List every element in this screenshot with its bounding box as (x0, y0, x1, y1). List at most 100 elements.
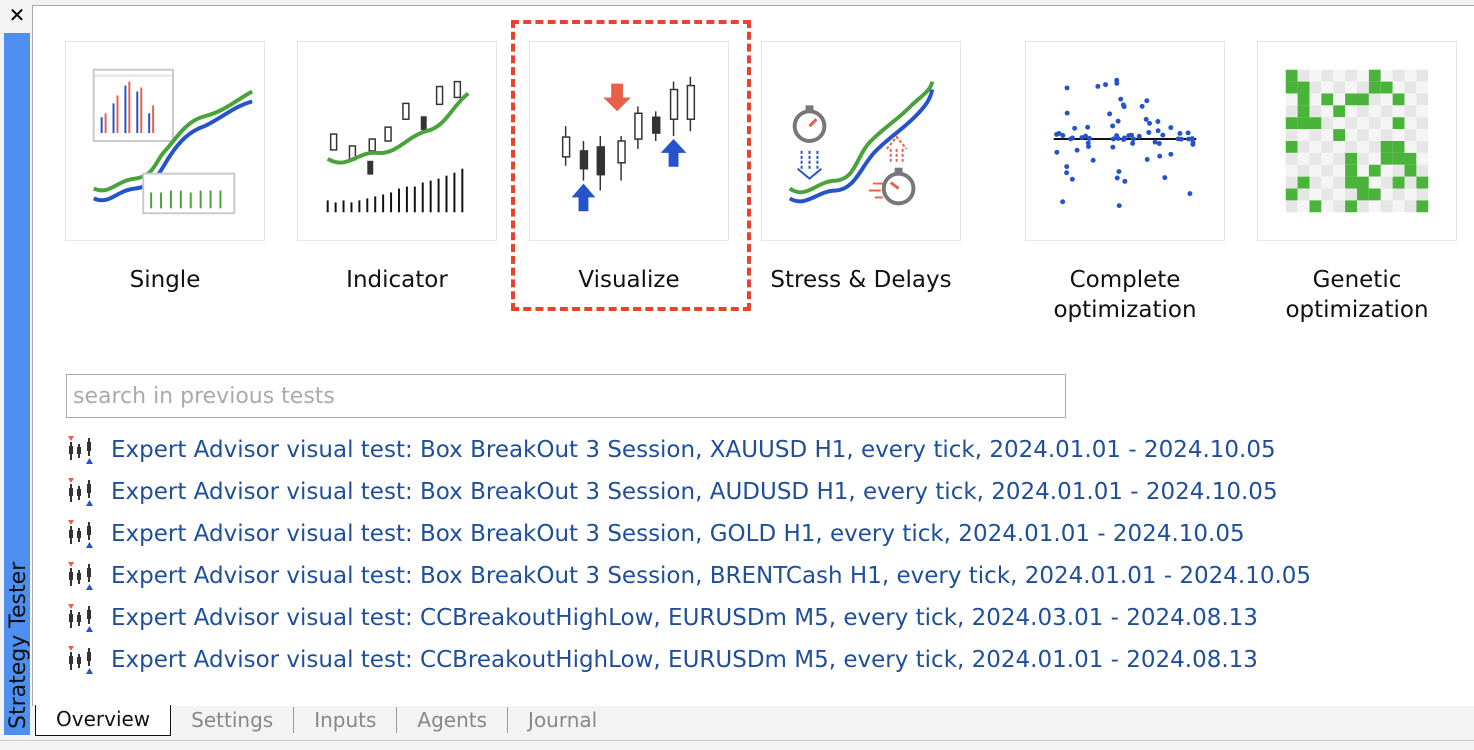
genetic-cell (1345, 69, 1357, 82)
genetic-cell (1285, 129, 1298, 141)
genetic-cell (1380, 176, 1393, 189)
tab-settings[interactable]: Settings (171, 707, 295, 733)
genetic-cell (1392, 105, 1405, 118)
history-item[interactable]: Expert Advisor visual test: Box BreakOut… (66, 434, 1276, 466)
genetic-cell (1416, 81, 1429, 94)
genetic-cell (1380, 117, 1393, 130)
visual-test-icon (68, 646, 93, 674)
history-item-label: Expert Advisor visual test: Box BreakOut… (111, 479, 1278, 505)
genetic-cell (1297, 129, 1310, 141)
selected-mode-highlight (511, 20, 751, 311)
visual-test-icon (68, 520, 93, 548)
genetic-cell (1297, 188, 1310, 201)
scatter-dot (1146, 130, 1152, 135)
divider (0, 740, 1474, 741)
genetic-cell (1309, 176, 1322, 189)
scatter-dot (1114, 133, 1120, 139)
scatter-dot (1087, 135, 1092, 141)
mode-complete-optimization[interactable]: Complete optimization (1025, 41, 1225, 325)
scatter-dot (1121, 135, 1127, 141)
scatter-dot (1074, 147, 1080, 153)
scatter-dot (1136, 133, 1142, 139)
history-item[interactable]: Expert Advisor visual test: CCBreakoutHi… (66, 644, 1258, 676)
scatter-dot (1147, 120, 1152, 126)
genetic-cell (1368, 129, 1381, 141)
genetic-cell (1321, 200, 1334, 213)
genetic-cell (1321, 129, 1334, 141)
visual-test-icon (68, 478, 93, 506)
genetic-cell (1309, 93, 1322, 106)
genetic-cell (1404, 200, 1417, 213)
genetic-cell (1357, 164, 1369, 177)
scatter-dot (1130, 140, 1136, 146)
genetic-cell (1404, 176, 1417, 189)
scatter-dot (1155, 128, 1161, 134)
genetic-cell (1368, 117, 1381, 130)
scatter-dot (1139, 103, 1145, 109)
genetic-cell (1416, 117, 1429, 130)
mode-stress-delays[interactable]: Stress & Delays (761, 41, 961, 295)
scatter-dot (1110, 123, 1116, 129)
overview-panel: Single Indicator Visualize Stress & Dela… (32, 5, 1474, 706)
scatter-dot (1144, 98, 1150, 104)
scatter-dot (1107, 111, 1113, 117)
genetic-cell (1392, 81, 1405, 94)
scatter-dot (1187, 191, 1193, 197)
tab-bar: Overview Settings Inputs Agents Journal (35, 705, 617, 736)
genetic-cell (1416, 200, 1429, 213)
scatter-dot (1144, 156, 1150, 162)
genetic-cell (1392, 188, 1405, 201)
scatter-dot (1103, 82, 1108, 88)
scatter-dot (1168, 125, 1174, 131)
genetic-cell (1404, 164, 1417, 177)
genetic-cell (1368, 152, 1381, 165)
genetic-cell (1309, 152, 1322, 165)
strategy-tester-sidebar: Strategy Tester (4, 33, 31, 735)
genetic-cell (1368, 200, 1381, 213)
mode-indicator[interactable]: Indicator (297, 41, 497, 295)
scatter-dot (1122, 178, 1128, 184)
history-item[interactable]: Expert Advisor visual test: Box BreakOut… (66, 518, 1245, 550)
mode-genetic-optimization[interactable]: Genetic optimization (1257, 41, 1457, 325)
tab-journal[interactable]: Journal (528, 708, 598, 732)
history-item[interactable]: Expert Advisor visual test: CCBreakoutHi… (66, 602, 1258, 634)
tab-overview[interactable]: Overview (35, 705, 172, 736)
genetic-cell (1416, 152, 1429, 165)
scatter-dot (1085, 140, 1091, 146)
tab-agents[interactable]: Agents (397, 707, 509, 733)
genetic-cell (1321, 141, 1334, 153)
genetic-cell (1368, 105, 1381, 118)
genetic-cell (1321, 93, 1334, 106)
genetic-cell (1285, 93, 1298, 106)
genetic-cell (1285, 200, 1298, 213)
genetic-cell (1380, 93, 1393, 106)
genetic-cell (1357, 129, 1369, 141)
genetic-cell (1309, 141, 1322, 153)
close-icon[interactable]: ✕ (8, 3, 26, 27)
scatter-dot (1054, 131, 1060, 137)
genetic-cell (1309, 164, 1322, 177)
history-item-label: Expert Advisor visual test: CCBreakoutHi… (111, 605, 1258, 631)
genetic-cell (1309, 117, 1322, 130)
scatter-dot (1090, 157, 1096, 163)
mode-single[interactable]: Single (65, 41, 265, 295)
genetic-cell (1416, 93, 1429, 106)
genetic-cell (1380, 81, 1393, 94)
history-item[interactable]: Expert Advisor visual test: Box BreakOut… (66, 560, 1311, 592)
genetic-cell (1345, 164, 1357, 177)
genetic-cell (1321, 117, 1334, 130)
scatter-dot (1064, 85, 1070, 91)
mode-visualize[interactable]: Visualize (529, 41, 729, 295)
genetic-cell (1345, 176, 1357, 189)
search-input[interactable] (66, 374, 1066, 418)
genetic-cell (1333, 176, 1346, 189)
genetic-cell (1345, 152, 1357, 165)
history-item[interactable]: Expert Advisor visual test: Box BreakOut… (66, 476, 1278, 508)
genetic-cell (1333, 93, 1346, 106)
complete-optimization-icon (1025, 41, 1225, 241)
indicator-test-icon (297, 41, 497, 241)
scatter-dot (1086, 144, 1091, 149)
scatter-dot (1069, 176, 1075, 182)
genetic-cell (1380, 164, 1393, 177)
tab-inputs[interactable]: Inputs (294, 707, 398, 733)
